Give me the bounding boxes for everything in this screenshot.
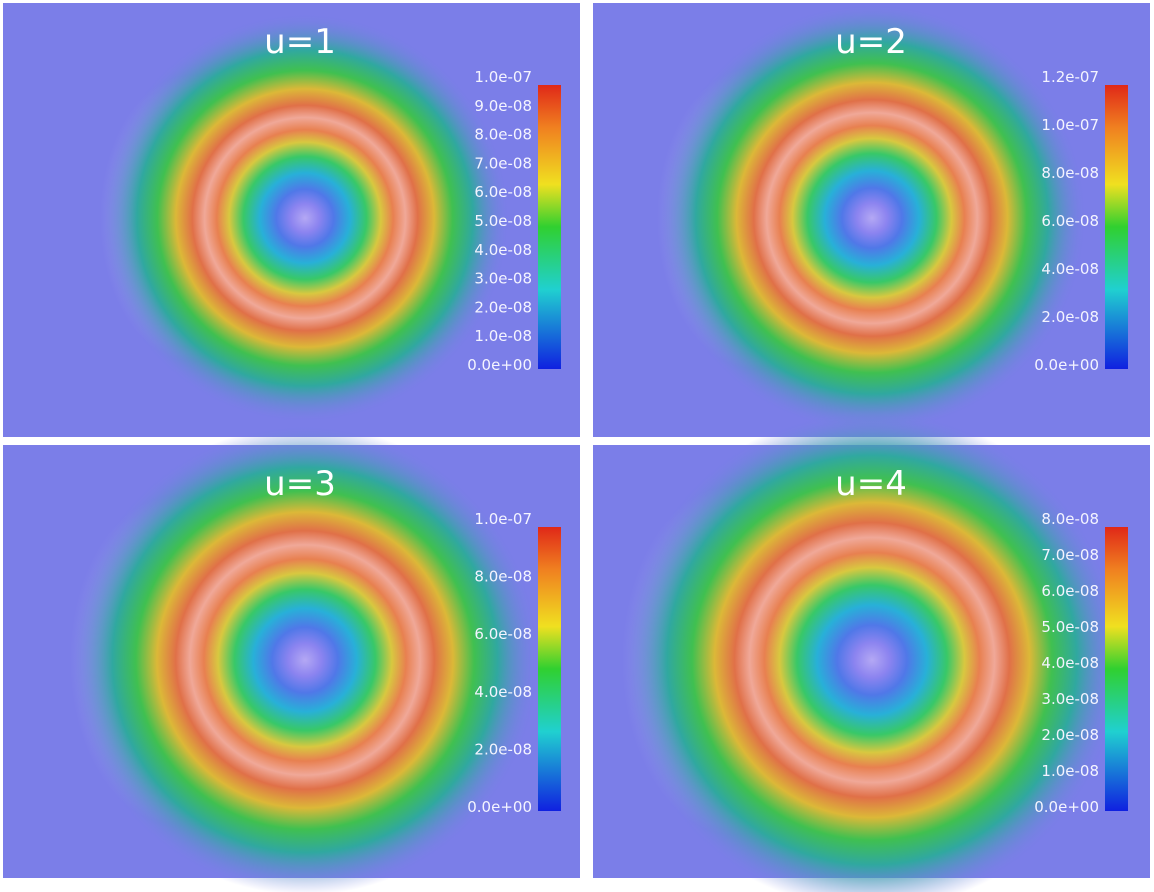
colorbar-label: 3.0e-08	[474, 270, 532, 288]
colorbar-label: 4.0e-08	[1041, 654, 1099, 672]
colorbar-label: 3.0e-08	[1041, 690, 1099, 708]
colorbar-label: 0.0e+00	[467, 356, 532, 374]
colorbar-label: 4.0e-08	[474, 241, 532, 259]
colorbar-label: 6.0e-08	[1041, 212, 1099, 230]
ring-field	[100, 13, 510, 423]
colorbar-label: 0.0e+00	[1034, 356, 1099, 374]
colorbar-label: 5.0e-08	[1041, 618, 1099, 636]
colorbar-label: 9.0e-08	[474, 97, 532, 115]
colorbar-label: 8.0e-08	[474, 568, 532, 586]
colorbar-label: 5.0e-08	[474, 212, 532, 230]
colorbar	[538, 527, 561, 811]
colorbar-label: 2.0e-08	[474, 298, 532, 316]
panel-title: u=1	[264, 22, 336, 62]
colorbar-label: 8.0e-08	[1041, 510, 1099, 528]
panel-title: u=2	[835, 22, 907, 62]
colorbar-label: 7.0e-08	[474, 154, 532, 172]
colorbar-label: 4.0e-08	[474, 683, 532, 701]
colorbar-label: 8.0e-08	[474, 126, 532, 144]
colorbar	[538, 85, 561, 369]
colorbar	[1105, 85, 1128, 369]
panel-title: u=4	[835, 464, 907, 504]
colorbar-label: 0.0e+00	[467, 798, 532, 816]
colorbar-label: 6.0e-08	[1041, 582, 1099, 600]
colorbar-label: 1.2e-07	[1041, 68, 1099, 86]
ring-field	[70, 425, 540, 892]
panel-title: u=3	[264, 464, 336, 504]
colorbar-label: 6.0e-08	[474, 183, 532, 201]
colorbar-label: 7.0e-08	[1041, 546, 1099, 564]
ring-field	[622, 410, 1122, 892]
colorbar	[1105, 527, 1128, 811]
colorbar-label: 4.0e-08	[1041, 260, 1099, 278]
ring-field	[657, 3, 1087, 433]
colorbar-label: 1.0e-07	[1041, 116, 1099, 134]
colorbar-label: 2.0e-08	[1041, 726, 1099, 744]
colorbar-label: 6.0e-08	[474, 625, 532, 643]
colorbar-label: 0.0e+00	[1034, 798, 1099, 816]
colorbar-label: 1.0e-08	[1041, 762, 1099, 780]
colorbar-label: 2.0e-08	[474, 740, 532, 758]
colorbar-label: 8.0e-08	[1041, 164, 1099, 182]
colorbar-label: 1.0e-07	[474, 510, 532, 528]
colorbar-label: 2.0e-08	[1041, 308, 1099, 326]
colorbar-label: 1.0e-08	[474, 327, 532, 345]
colorbar-label: 1.0e-07	[474, 68, 532, 86]
